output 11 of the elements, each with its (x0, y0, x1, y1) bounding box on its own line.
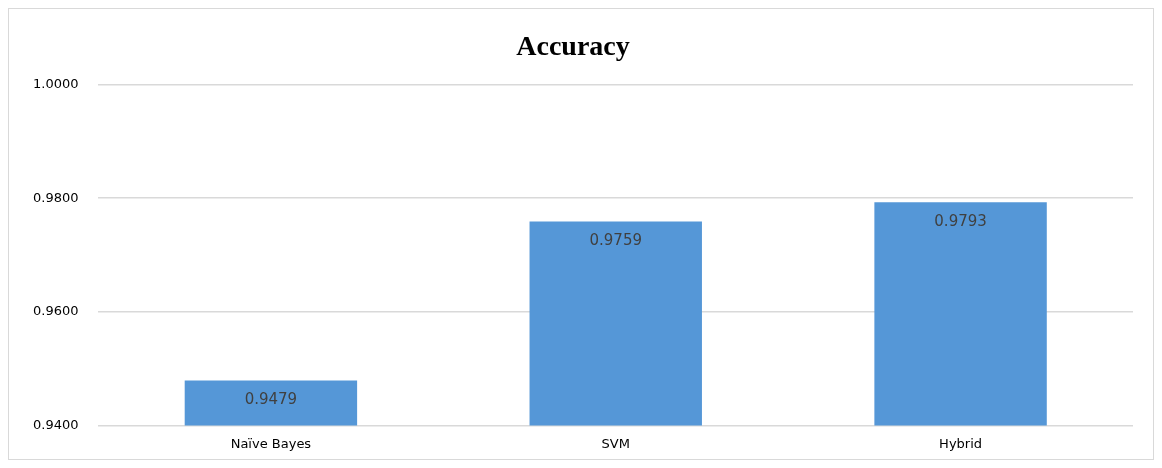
chart-title: Accuracy (516, 30, 630, 62)
y-tick-label: 0.9400 (32, 416, 79, 432)
x-tick-label: SVM (601, 435, 630, 451)
x-tick-label: Naïve Bayes (230, 435, 312, 451)
y-tick-label: 0.9800 (32, 189, 79, 205)
data-label: 0.9759 (589, 230, 642, 249)
y-tick-label: 1.0000 (32, 75, 79, 91)
x-tick-label: Hybrid (939, 435, 983, 451)
data-label: 0.9479 (244, 389, 298, 408)
y-tick-label: 0.9600 (32, 303, 79, 319)
data-label: 0.9793 (934, 211, 987, 230)
